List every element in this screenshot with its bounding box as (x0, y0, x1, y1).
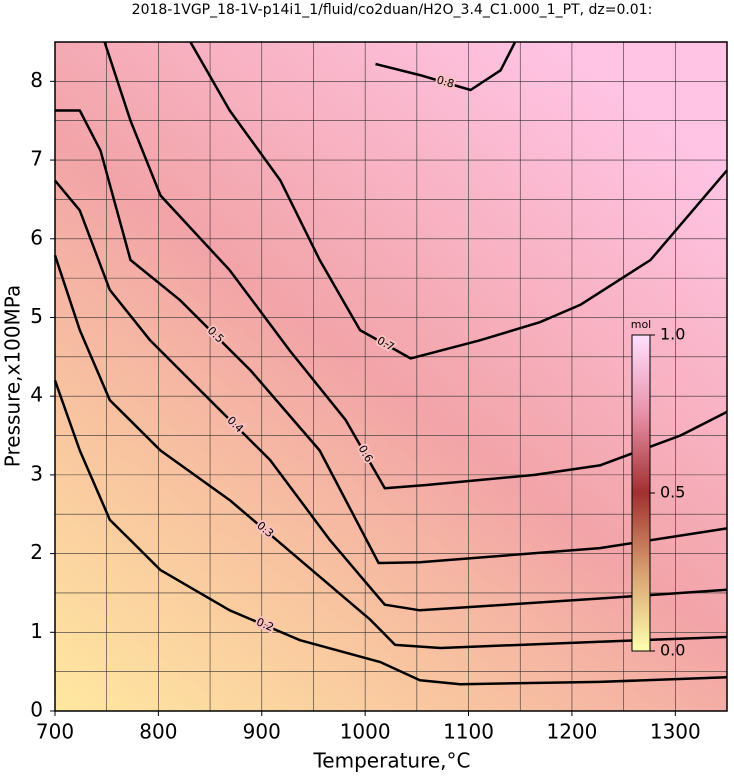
plot-frame (54, 41, 728, 712)
y-tick-label: 4 (30, 383, 43, 407)
y-tick-label: 7 (30, 147, 43, 171)
contour-line (55, 109, 728, 565)
contour-line (103, 41, 728, 490)
contour-line (53, 379, 728, 686)
x-tick-label: 1300 (650, 720, 701, 744)
colorbar-tick-label: 1.0 (660, 325, 685, 344)
contour-line (53, 254, 728, 650)
y-tick-label: 6 (30, 225, 43, 249)
colorbar-label: mol (631, 318, 652, 331)
y-tick-label: 1 (30, 619, 43, 643)
y-tick-label: 5 (30, 304, 43, 328)
y-tick-label: 0 (30, 698, 43, 722)
x-tick-label: 1200 (546, 720, 597, 744)
contour-line (54, 179, 728, 612)
contour-line (189, 41, 728, 360)
x-axis-label: Temperature,°C (312, 749, 470, 773)
x-tick-label: 800 (139, 720, 177, 744)
y-tick-label: 3 (30, 461, 43, 485)
colorbar (631, 334, 651, 652)
x-tick-label: 1000 (340, 720, 391, 744)
y-tick-label: 2 (30, 540, 43, 564)
colorbar-tick-label: 0.5 (660, 483, 685, 502)
chart-title: 2018-1VGP_18-1V-p14i1_1/fluid/co2duan/H2… (132, 2, 653, 18)
x-tick-label: 1100 (443, 720, 494, 744)
x-tick-label: 900 (243, 720, 281, 744)
y-tick-label: 8 (30, 68, 43, 92)
x-tick-label: 700 (36, 720, 74, 744)
contour-line (375, 41, 517, 92)
colorbar-tick-label: 0.0 (660, 641, 685, 660)
y-axis-label: Pressure,x100MPa (1, 285, 25, 467)
plot-background (55, 42, 727, 711)
